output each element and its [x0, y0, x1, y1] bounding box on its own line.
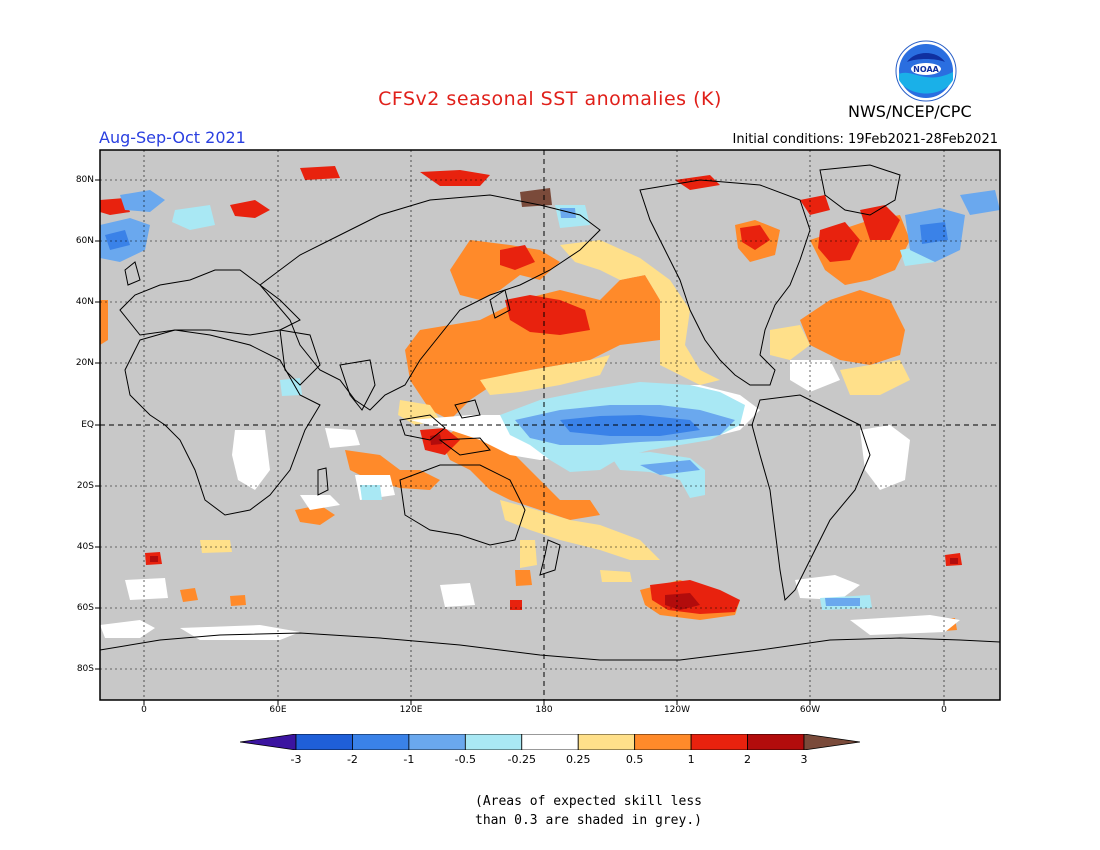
- colorbar-box: [521, 733, 579, 751]
- lon-label: 60E: [269, 705, 287, 715]
- agency-label: NWS/NCEP/CPC: [848, 102, 972, 121]
- initial-conditions-label: Initial conditions: 19Feb2021-28Feb2021: [732, 132, 998, 147]
- skill-note-line1: (Areas of expected skill less: [475, 794, 702, 809]
- colorbar-min-triangle: [239, 733, 297, 751]
- colorbar-tick-label: -0.5: [454, 753, 477, 766]
- anomaly-darkred: [150, 434, 958, 610]
- lat-label: 20N: [75, 358, 94, 368]
- lat-label: 80S: [76, 664, 94, 674]
- lat-label: 40S: [76, 542, 94, 552]
- colorbar-tick-label: 1: [687, 753, 695, 766]
- lon-label: 60W: [799, 705, 821, 715]
- colorbar-box: [464, 733, 523, 751]
- lat-label: EQ: [81, 420, 94, 430]
- lon-label: 0: [941, 705, 947, 715]
- skill-note: (Areas of expected skill less than 0.3 a…: [475, 792, 702, 830]
- tick-marks: [95, 179, 945, 705]
- lat-label: 20S: [76, 481, 94, 491]
- lon-label: 120E: [399, 705, 423, 715]
- colorbar-tick-label: -0.25: [507, 753, 536, 766]
- colorbar-box: [634, 733, 692, 751]
- lat-label: 80N: [75, 175, 94, 185]
- lat-label: 40N: [75, 297, 94, 307]
- lat-label: 60N: [75, 236, 94, 246]
- colorbar-box: [690, 733, 748, 751]
- colorbar-box: [747, 733, 805, 751]
- colorbar-tick-label: -1: [403, 753, 415, 766]
- equator-dateline: [100, 150, 1000, 700]
- anomaly-deepblue: [105, 222, 948, 436]
- colorbar-tick-label: -3: [290, 753, 302, 766]
- noaa-logo: NOAA: [895, 40, 957, 102]
- lon-label: 0: [141, 705, 147, 715]
- colorbar-box: [352, 733, 410, 751]
- colorbar-tick-label: 0.25: [565, 753, 591, 766]
- anomaly-blue: [100, 190, 1000, 606]
- map-title: CFSv2 seasonal SST anomalies (K): [378, 88, 722, 110]
- lat-label: 60S: [76, 603, 94, 613]
- colorbar-max-triangle: [803, 733, 861, 751]
- anomaly-red: [100, 166, 962, 614]
- season-label: Aug-Sep-Oct 2021: [99, 128, 246, 147]
- colorbar-box: [577, 733, 636, 751]
- coastlines: [99, 164, 1001, 661]
- colorbar-tick-label: -2: [346, 753, 358, 766]
- lon-label: 120W: [663, 705, 691, 715]
- colorbar-tick-label: 3: [800, 753, 808, 766]
- colorbar-box: [295, 733, 353, 751]
- colorbar-tick-label: 2: [744, 753, 752, 766]
- skill-note-line2: than 0.3 are shaded in grey.): [475, 813, 702, 828]
- map-frame: [99, 149, 1001, 701]
- logo-text: NOAA: [913, 65, 939, 74]
- colorbar-box: [408, 733, 466, 751]
- colorbar-tick-label: 0.5: [625, 753, 644, 766]
- colorbar: [239, 733, 861, 751]
- lon-label: 180: [535, 705, 553, 715]
